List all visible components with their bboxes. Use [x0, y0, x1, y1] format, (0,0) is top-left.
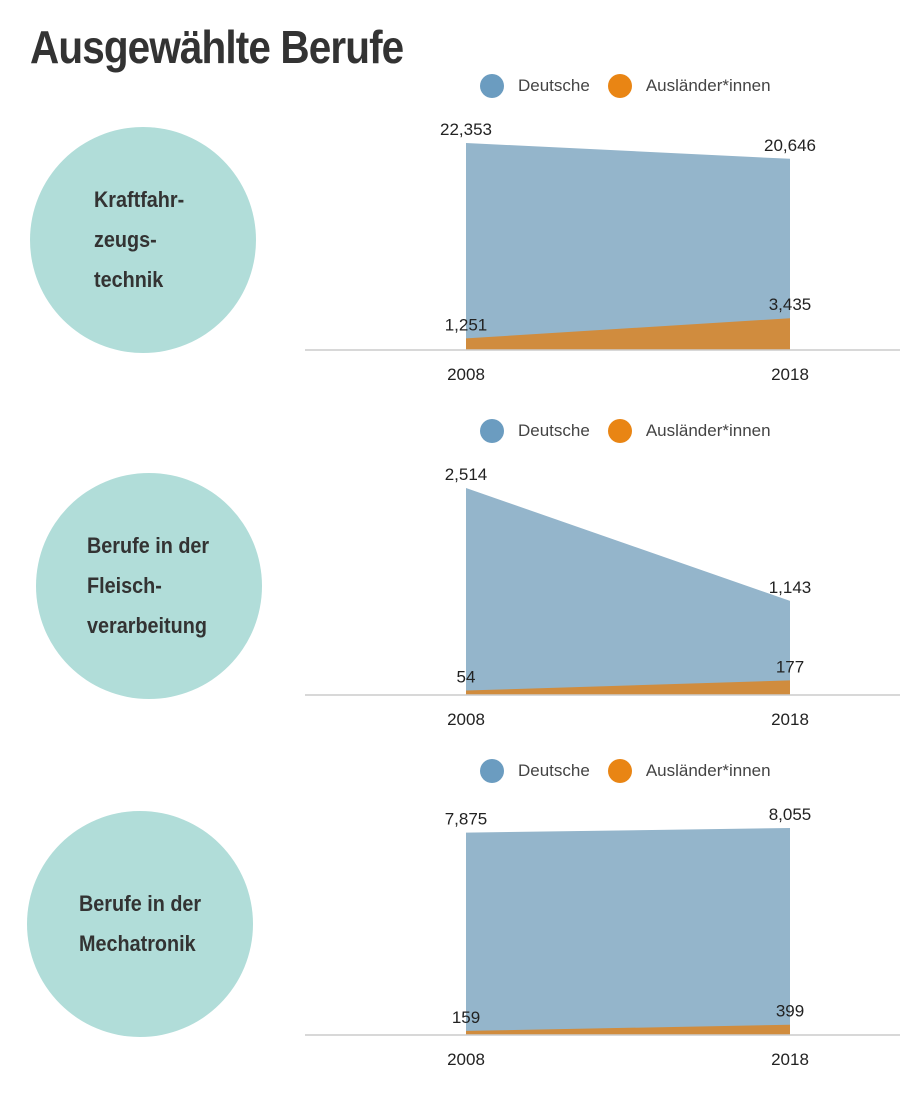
area-chart: 2,514 1,143 54 177 2008 2018: [305, 465, 900, 729]
legend-swatch-auslaender: [607, 759, 632, 783]
area-chart: 7,875 8,055 159 399 2008 2018: [305, 805, 900, 1069]
data-label-deutsche: 2,514: [445, 465, 488, 484]
x-tick-label: 2018: [771, 1050, 809, 1069]
area-deutsche: [466, 143, 790, 350]
legend-swatch-deutsche: [480, 74, 504, 98]
legend-item-deutsche: Deutsche: [480, 74, 590, 98]
legend-swatch-auslaender: [607, 419, 632, 443]
chart-panel-mechatronik: Berufe in der Mechatronik Deutsche Auslä…: [0, 745, 902, 1085]
data-label-auslaender: 3,435: [769, 295, 812, 314]
data-label-deutsche: 1,143: [769, 578, 812, 597]
data-label-auslaender: 399: [776, 1002, 804, 1021]
legend-swatch-deutsche: [480, 759, 504, 783]
legend-label-deutsche: Deutsche: [518, 76, 590, 95]
legend-item-deutsche: Deutsche: [480, 759, 590, 783]
x-tick-label: 2008: [447, 710, 485, 729]
legend-label-deutsche: Deutsche: [518, 761, 590, 780]
data-label-auslaender: 54: [457, 668, 476, 687]
legend-label-auslaender: Ausländer*innen: [645, 76, 771, 95]
category-label: Berufe in der Mechatronik: [79, 891, 202, 956]
x-tick-label: 2018: [771, 710, 809, 729]
data-label-deutsche: 7,875: [445, 810, 488, 829]
area-deutsche: [466, 828, 790, 1035]
category-label: Kraftfahr- zeugs- technik: [94, 187, 185, 292]
area-auslaender: [466, 318, 790, 350]
category-label: Berufe in der Fleisch- verarbeitung: [87, 533, 210, 638]
area-auslaender: [466, 1024, 790, 1035]
area-chart: 22,353 20,646 1,251 3,435 2008 2018: [305, 120, 900, 384]
legend: Deutsche Ausländer*innen: [480, 759, 789, 783]
chart-panel-kraftfahrzeugstechnik: Kraftfahr- zeugs- technik Deutsche Auslä…: [0, 60, 902, 400]
data-label-deutsche: 20,646: [764, 136, 816, 155]
legend: Deutsche Ausländer*innen: [480, 419, 789, 443]
area-auslaender: [466, 680, 790, 695]
legend-swatch-deutsche: [480, 419, 504, 443]
area-deutsche: [466, 488, 790, 695]
data-label-auslaender: 1,251: [445, 315, 488, 334]
data-label-auslaender: 177: [776, 657, 804, 676]
category-circle: Berufe in der Fleisch- verarbeitung: [36, 473, 262, 699]
category-circle: Kraftfahr- zeugs- technik: [30, 127, 256, 353]
x-tick-label: 2008: [447, 1050, 485, 1069]
legend-item-auslaender: Ausländer*innen: [607, 419, 771, 443]
legend-label-auslaender: Ausländer*innen: [645, 421, 771, 440]
x-tick-label: 2008: [447, 365, 485, 384]
legend-item-auslaender: Ausländer*innen: [607, 74, 771, 98]
data-label-deutsche: 22,353: [440, 120, 492, 139]
page-title: Ausgewählte Berufe: [30, 21, 404, 73]
legend-label-auslaender: Ausländer*innen: [645, 761, 771, 780]
category-circle: Berufe in der Mechatronik: [27, 811, 253, 1037]
data-label-auslaender: 159: [452, 1008, 480, 1027]
legend-swatch-auslaender: [607, 74, 632, 98]
x-tick-label: 2018: [771, 365, 809, 384]
data-label-deutsche: 8,055: [769, 805, 812, 824]
legend-item-auslaender: Ausländer*innen: [607, 759, 771, 783]
legend-label-deutsche: Deutsche: [518, 421, 590, 440]
legend-item-deutsche: Deutsche: [480, 419, 590, 443]
chart-panel-fleischverarbeitung: Berufe in der Fleisch- verarbeitung Deut…: [0, 405, 902, 745]
legend: Deutsche Ausländer*innen: [480, 74, 789, 98]
